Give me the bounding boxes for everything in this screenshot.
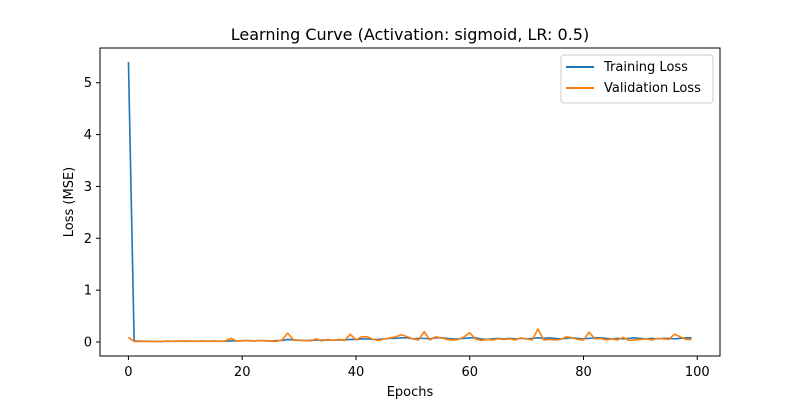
chart-title: Learning Curve (Activation: sigmoid, LR:… [231,25,589,44]
x-axis-ticks: 0 20 40 60 80 100 [124,356,710,380]
x-tick-label-1: 20 [234,365,251,380]
plot-frame [99,47,721,357]
series-line-1 [127,328,692,343]
plot-lines [127,61,692,343]
series-line-0 [127,61,692,343]
legend-box [560,54,714,104]
y-axis-label: Loss (MSE) [62,167,77,237]
legend: Training Loss Validation Loss [560,54,714,104]
y-axis-ticks: 0 1 2 3 4 5 [84,76,100,351]
x-tick-label-2: 40 [348,365,365,380]
legend-label-validation: Validation Loss [604,81,701,96]
x-tick-label-5: 100 [685,365,710,380]
y-tick-label-0: 0 [84,336,92,351]
y-tick-label-4: 4 [84,128,92,143]
y-tick-label-3: 3 [84,180,92,195]
y-tick-label-2: 2 [84,232,92,247]
x-axis-label: Epochs [387,385,434,400]
legend-label-training: Training Loss [603,60,688,75]
x-tick-label-0: 0 [124,365,132,380]
x-tick-label-4: 80 [575,365,592,380]
y-tick-label-5: 5 [84,76,92,91]
x-tick-label-3: 60 [461,365,478,380]
y-tick-label-1: 1 [84,284,92,299]
